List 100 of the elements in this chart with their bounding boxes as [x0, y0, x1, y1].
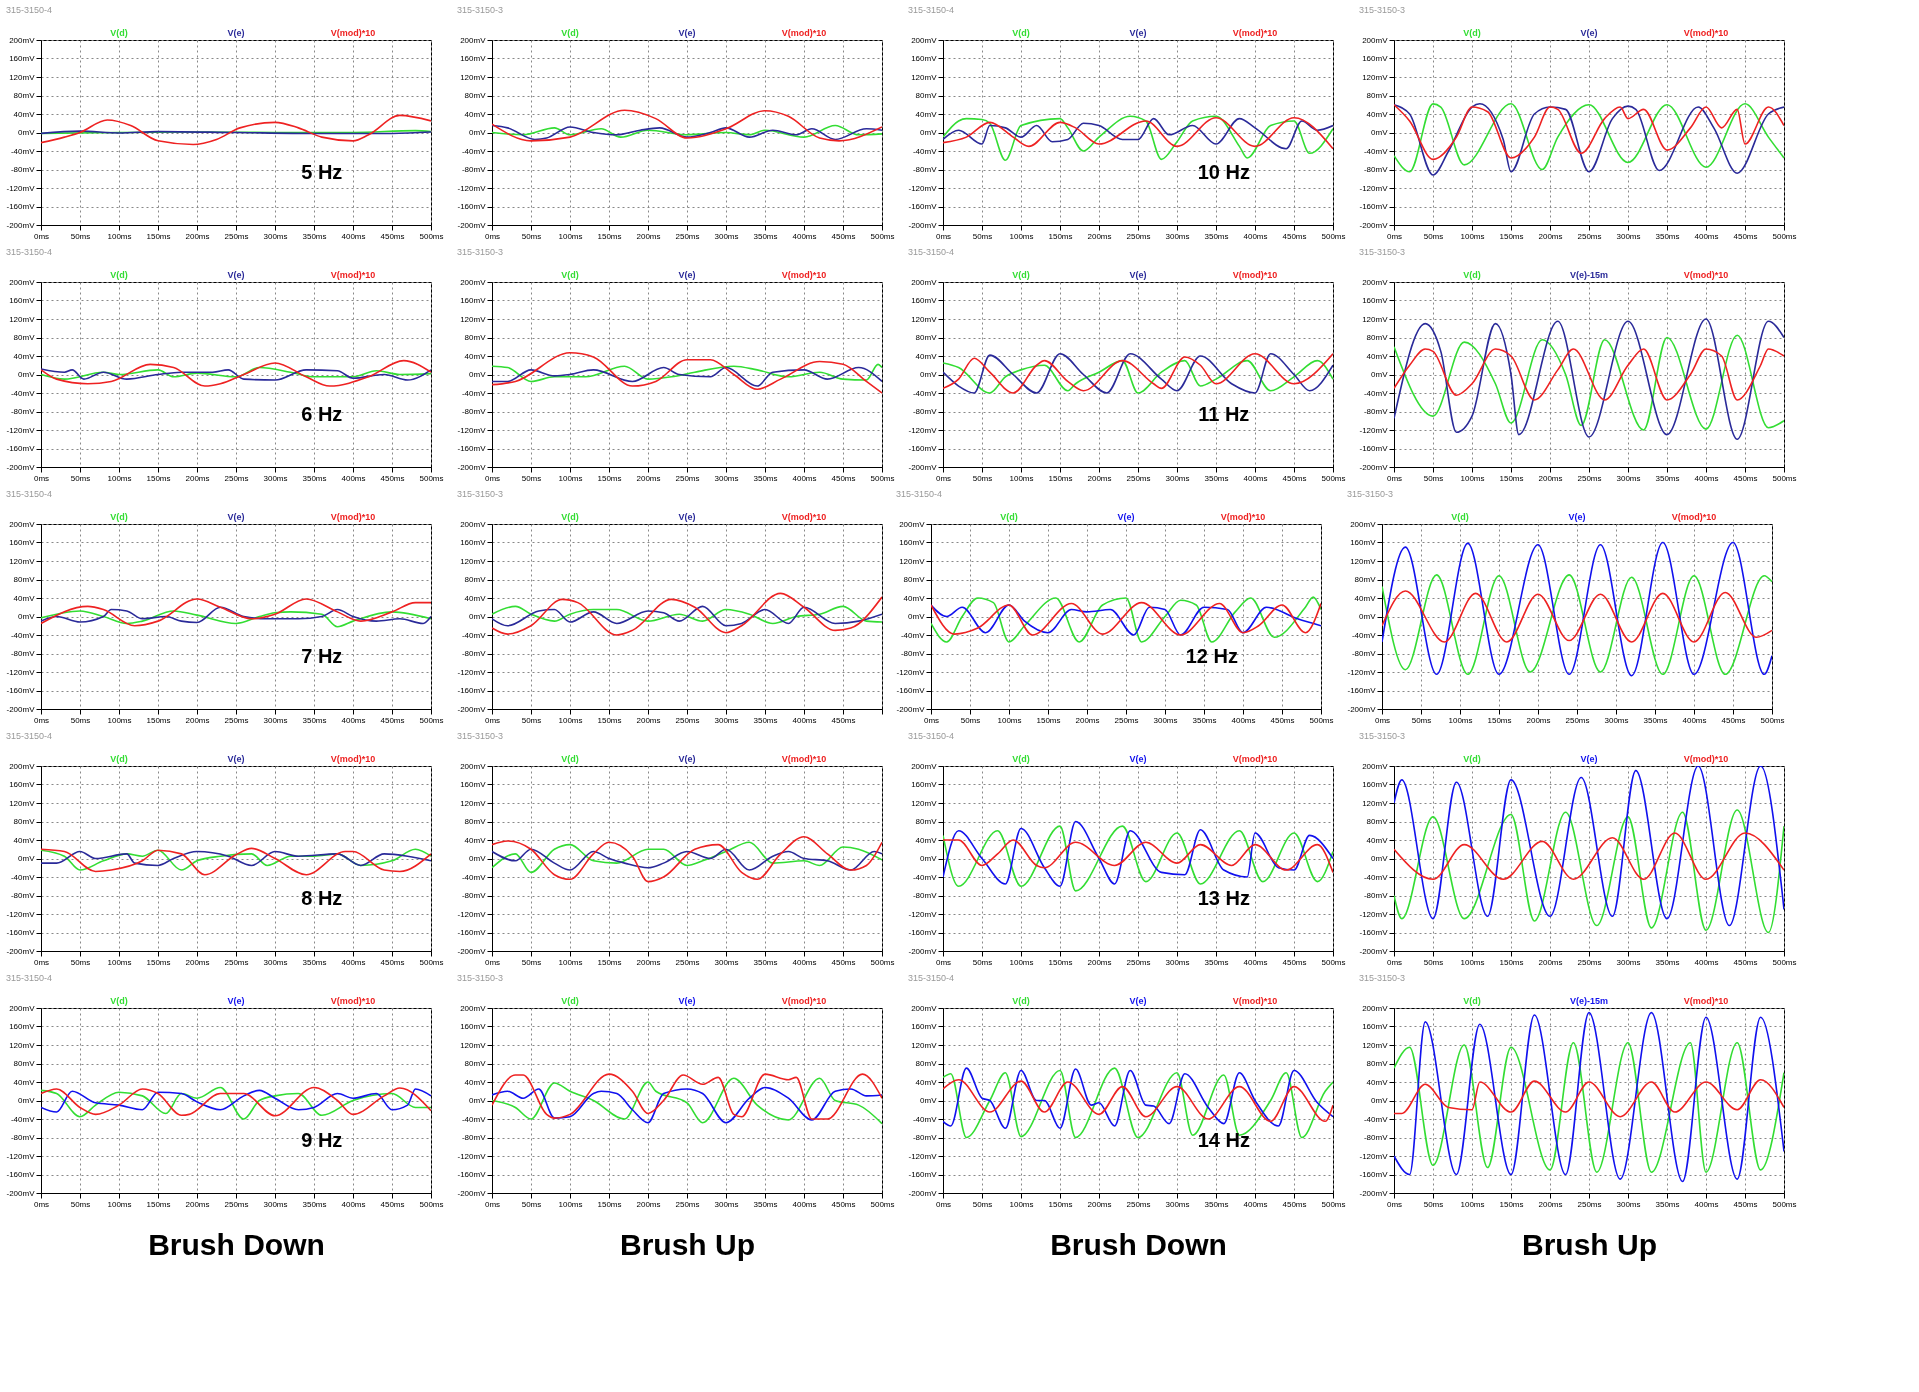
x-tick-label: 400ms [792, 1199, 817, 1209]
x-tick-label: 200ms [1538, 231, 1563, 241]
text: V(mod)*10 [781, 28, 827, 38]
y-tick-label: -40mV [10, 146, 36, 156]
x-tick-label: 300ms [714, 1199, 739, 1209]
y-tick-label: -40mV [1363, 872, 1389, 882]
y-tick-label: -40mV [10, 1114, 36, 1124]
y-tick-label: 200mV [1362, 277, 1389, 287]
y-tick-label: -200mV [908, 1188, 938, 1198]
y-tick-label: 160mV [1362, 296, 1389, 305]
chart-title: 315-3150-4 [895, 489, 943, 499]
x-tick-label: 500ms [1760, 715, 1785, 725]
x-tick-label: 50ms [521, 957, 542, 967]
x-tick-label: 250ms [224, 715, 249, 725]
y-tick-label: 160mV [460, 780, 487, 789]
x-tick-label: 150ms [597, 957, 622, 967]
y-tick-label: 120mV [1362, 798, 1389, 808]
y-tick-label: 120mV [460, 1040, 487, 1050]
line-series [41, 114, 431, 146]
y-tick-label: -80mV [10, 1133, 36, 1142]
y-tick-label: 120mV [911, 72, 938, 82]
y-tick-label: -200mV [1347, 704, 1377, 714]
y-tick-label: 0mV [920, 854, 938, 863]
y-tick-label: 160mV [911, 296, 938, 305]
text: V(d) [561, 512, 579, 522]
x-tick-label: 0ms [923, 715, 940, 725]
text: V(d) [1000, 512, 1018, 522]
x-tick-label: 200ms [1087, 473, 1112, 483]
x-tick-label: 400ms [1694, 231, 1719, 241]
x-tick-label: 200ms [636, 957, 661, 967]
y-tick-label: 80mV [1366, 817, 1389, 826]
x-tick-label: 300ms [1165, 1199, 1190, 1209]
y-tick-label: -120mV [6, 1151, 36, 1161]
x-tick-label: 100ms [107, 231, 132, 241]
x-tick-label: 400ms [341, 715, 366, 725]
y-tick-label: 160mV [9, 54, 36, 63]
x-tick-label: 450ms [1733, 957, 1758, 967]
y-tick-label: -120mV [6, 425, 36, 435]
x-tick-label: 150ms [146, 715, 171, 725]
y-tick-label: 80mV [13, 817, 36, 826]
y-tick-label: -120mV [6, 667, 36, 677]
x-tick-label: 400ms [1243, 957, 1268, 967]
x-tick-label: 150ms [1487, 715, 1512, 725]
x-tick-label: 500ms [1772, 1199, 1797, 1209]
x-tick-label: 250ms [675, 231, 700, 241]
y-tick-label: -200mV [6, 462, 36, 472]
x-tick-label: 150ms [146, 1199, 171, 1209]
chart-title: 315-3150-4 [5, 731, 53, 741]
line-series [1382, 590, 1772, 643]
x-tick-label: 350ms [1204, 957, 1229, 967]
x-tick-label: 200ms [1087, 1199, 1112, 1209]
y-tick-label: -200mV [908, 946, 938, 956]
line-series [1394, 334, 1784, 431]
x-tick-label: 450ms [831, 957, 856, 967]
x-tick-label: 350ms [302, 957, 327, 967]
y-tick-label: -160mV [1359, 202, 1389, 211]
y-tick-label: 200mV [1362, 1003, 1389, 1013]
y-tick-label: -40mV [912, 388, 938, 398]
x-tick-label: 450ms [380, 1199, 405, 1209]
y-tick-label: -200mV [908, 462, 938, 472]
y-tick-label: 0mV [469, 854, 487, 863]
y-tick-label: -120mV [6, 909, 36, 919]
x-tick-label: 250ms [675, 957, 700, 967]
chart-title: 315-3150-3 [1358, 973, 1406, 983]
text: V(e) [227, 270, 245, 280]
line-series [492, 841, 882, 874]
y-tick-label: -160mV [6, 686, 36, 695]
y-tick-label: -200mV [457, 946, 487, 956]
x-tick-label: 0ms [484, 473, 501, 483]
x-tick-label: 500ms [419, 473, 444, 483]
x-tick-label: 100ms [558, 473, 583, 483]
x-tick-label: 450ms [1270, 715, 1295, 725]
y-tick-label: 160mV [9, 1022, 36, 1031]
x-tick-label: 150ms [597, 715, 622, 725]
x-tick-label: 50ms [972, 1199, 993, 1209]
y-tick-label: 0mV [920, 128, 938, 137]
x-tick-label: 300ms [263, 957, 288, 967]
y-tick-label: 200mV [9, 35, 36, 45]
x-tick-label: 300ms [1616, 231, 1641, 241]
y-tick-label: 120mV [911, 1040, 938, 1050]
x-tick-label: 300ms [1616, 473, 1641, 483]
x-tick-label: 250ms [224, 957, 249, 967]
y-tick-label: -80mV [912, 1133, 938, 1142]
y-tick-label: 120mV [1362, 314, 1389, 324]
line-series [943, 352, 1333, 394]
y-tick-label: -200mV [1359, 1188, 1389, 1198]
x-tick-label: 250ms [1577, 231, 1602, 241]
y-tick-label: -40mV [461, 630, 487, 640]
x-tick-label: 500ms [870, 231, 895, 241]
y-tick-label: -120mV [1359, 183, 1389, 193]
y-tick-label: 0mV [469, 128, 487, 137]
y-tick-label: 80mV [915, 817, 938, 826]
x-tick-label: 400ms [341, 957, 366, 967]
x-tick-label: 100ms [558, 1199, 583, 1209]
x-tick-label: 350ms [753, 715, 778, 725]
x-tick-label: 400ms [341, 473, 366, 483]
y-tick-label: 40mV [13, 1077, 36, 1087]
y-tick-label: 40mV [13, 835, 36, 845]
y-tick-label: 160mV [460, 1022, 487, 1031]
x-tick-label: 0ms [33, 715, 50, 725]
